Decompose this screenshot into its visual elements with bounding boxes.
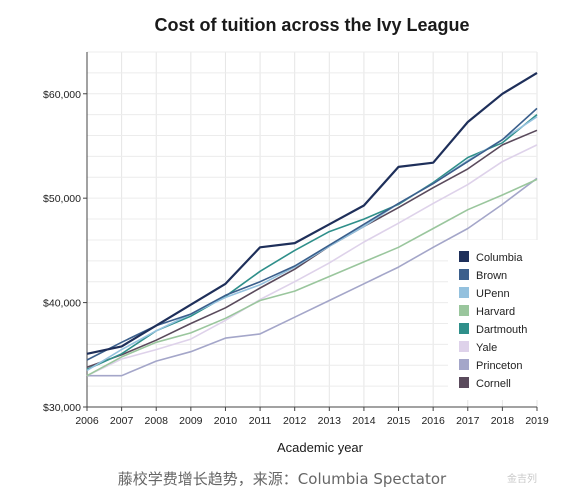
legend-swatch-harvard [459, 305, 469, 316]
legend-swatch-brown [459, 269, 469, 280]
legend-label-harvard: Harvard [476, 306, 515, 318]
series-lines [86, 71, 538, 377]
axes: $30,000 $40,000 $50,000 $60,000 2006 2007 2008… [43, 52, 549, 427]
x-tick-label: 2008 [145, 415, 169, 427]
series-line-yale [86, 144, 538, 377]
legend-label-upenn: UPenn [476, 288, 510, 300]
legend-label-dartmouth: Dartmouth [476, 324, 527, 336]
series-line-columbia [86, 71, 538, 355]
chart-title: Cost of tuition across the Ivy League [154, 15, 469, 35]
legend-swatch-princeton [459, 359, 469, 370]
x-tick-label: 2018 [491, 415, 515, 427]
legend-label-brown: Brown [476, 270, 507, 282]
legend-label-columbia: Columbia [476, 252, 523, 264]
series-line-brown [86, 107, 538, 361]
x-axis-label: Academic year [277, 440, 364, 455]
y-tick-label: $40,000 [43, 298, 81, 310]
y-tick-label: $50,000 [43, 193, 81, 205]
x-tick-label: 2009 [179, 415, 203, 427]
x-tick-label: 2015 [387, 415, 411, 427]
x-tick-label: 2011 [249, 415, 272, 427]
legend-swatch-cornell [459, 377, 469, 388]
legend-label-cornell: Cornell [476, 378, 511, 390]
legend-label-yale: Yale [476, 342, 497, 354]
legend-label-princeton: Princeton [476, 360, 522, 372]
legend: Columbia Brown UPenn Harvard Dartmouth Yale Pr… [448, 240, 538, 400]
x-tick-label: 2010 [214, 415, 238, 427]
x-tick-label: 2019 [525, 415, 549, 427]
legend-swatch-yale [459, 341, 469, 352]
x-tick-label: 2007 [110, 415, 134, 427]
legend-swatch-dartmouth [459, 323, 469, 334]
legend-swatch-upenn [459, 287, 469, 298]
watermark: 金吉列 [507, 472, 537, 485]
x-tick-label: 2016 [421, 415, 445, 427]
x-tick-label: 2017 [456, 415, 480, 427]
y-tick-label: $60,000 [43, 89, 81, 101]
source-caption: 藤校学费增长趋势，来源：Columbia Spectator [118, 470, 447, 488]
series-line-harvard [86, 178, 538, 377]
series-line-cornell [86, 129, 538, 369]
x-tick-label: 2012 [283, 415, 307, 427]
y-tick-label: $30,000 [43, 402, 81, 414]
series-line-princeton [87, 177, 538, 377]
x-tick-label: 2014 [352, 415, 376, 427]
x-tick-label: 2013 [318, 415, 342, 427]
x-tick-label: 2006 [75, 415, 99, 427]
legend-background [448, 240, 538, 400]
legend-swatch-columbia [459, 251, 469, 262]
